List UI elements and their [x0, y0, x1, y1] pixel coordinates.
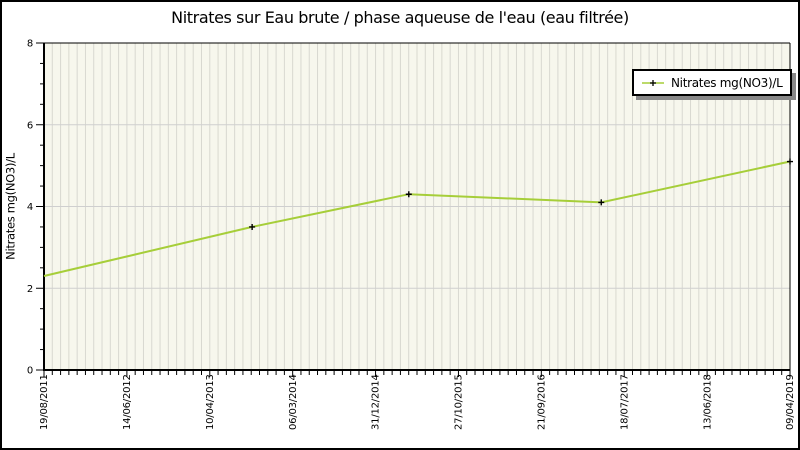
y-tick-label: 8 — [27, 39, 33, 50]
legend-label: Nitrates mg(NO3)/L — [671, 75, 783, 90]
x-tick-label: 13/06/2018 — [702, 374, 713, 430]
legend-box: Nitrates mg(NO3)/L — [632, 69, 792, 96]
x-tick-label: 31/12/2014 — [371, 374, 382, 430]
y-tick-label: 0 — [27, 366, 33, 377]
x-tick-label: 06/03/2014 — [288, 374, 299, 430]
y-tick-label: 4 — [27, 202, 33, 213]
data-point-marker — [787, 158, 793, 165]
data-point-marker — [405, 191, 412, 198]
x-tick-label: 19/08/2011 — [39, 374, 50, 430]
legend-marker-icon — [642, 79, 664, 86]
data-point-marker — [249, 223, 256, 230]
y-tick-label: 6 — [27, 120, 33, 131]
x-tick-label: 27/10/2015 — [454, 374, 465, 430]
x-tick-label: 10/04/2013 — [205, 374, 216, 430]
y-tick-label: 2 — [27, 284, 33, 295]
chart-title: Nitrates sur Eau brute / phase aqueuse d… — [171, 8, 629, 27]
x-tick-label: 18/07/2017 — [619, 374, 630, 430]
data-point-marker — [598, 199, 605, 206]
x-tick-label: 21/09/2016 — [537, 374, 548, 430]
x-tick-label: 09/04/2019 — [785, 374, 796, 430]
x-tick-label: 14/06/2012 — [122, 374, 133, 430]
